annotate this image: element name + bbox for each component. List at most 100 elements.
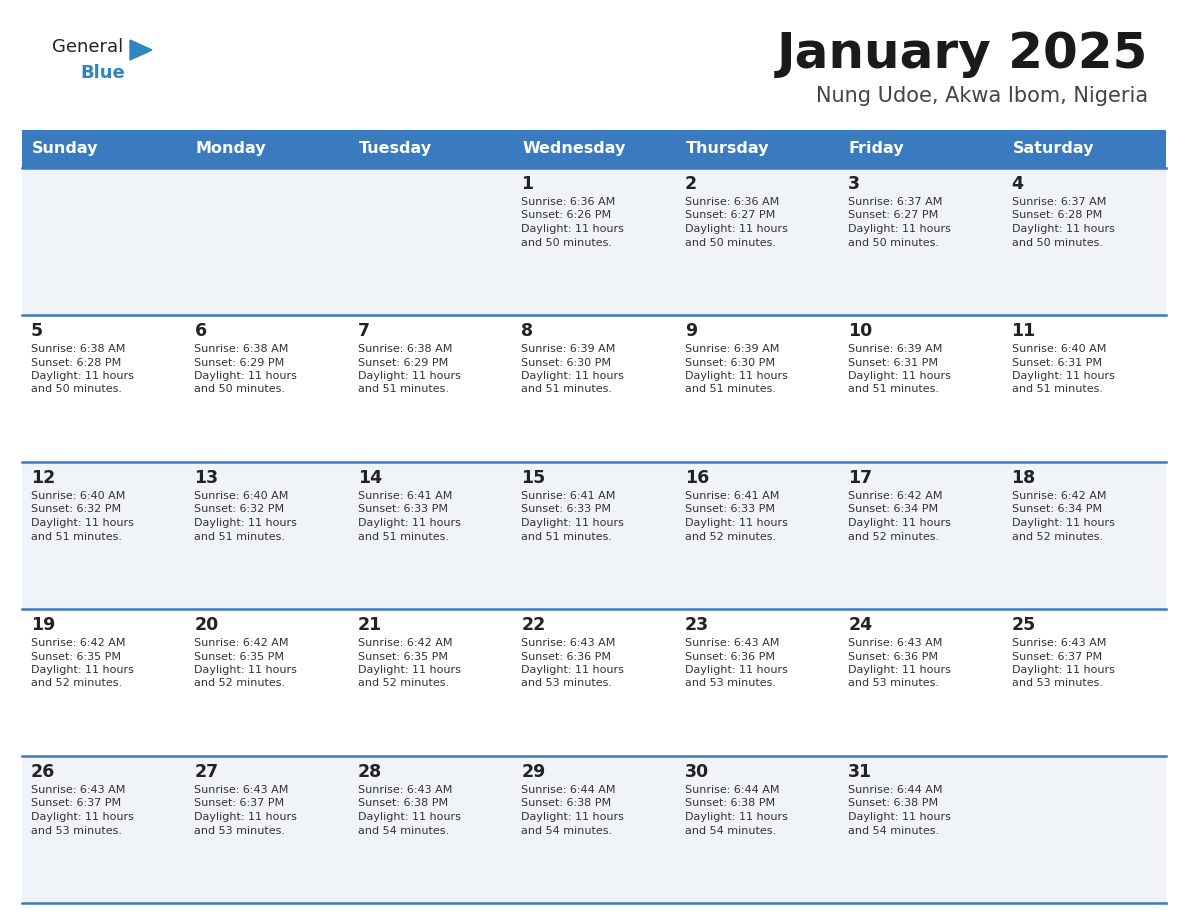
Text: 9: 9	[684, 322, 697, 340]
Text: Daylight: 11 hours: Daylight: 11 hours	[358, 518, 461, 528]
Text: Sunset: 6:36 PM: Sunset: 6:36 PM	[522, 652, 612, 662]
Bar	[512, 130, 676, 168]
Text: Sunrise: 6:38 AM: Sunrise: 6:38 AM	[195, 344, 289, 354]
Text: Sunrise: 6:43 AM: Sunrise: 6:43 AM	[31, 785, 126, 795]
Text: Sunrise: 6:43 AM: Sunrise: 6:43 AM	[522, 638, 615, 648]
Text: and 51 minutes.: and 51 minutes.	[358, 532, 449, 542]
Text: Sunset: 6:28 PM: Sunset: 6:28 PM	[1011, 210, 1101, 220]
Text: and 54 minutes.: and 54 minutes.	[848, 825, 940, 835]
Text: Sunrise: 6:42 AM: Sunrise: 6:42 AM	[358, 638, 453, 648]
Text: Daylight: 11 hours: Daylight: 11 hours	[848, 518, 952, 528]
Text: Sunset: 6:32 PM: Sunset: 6:32 PM	[31, 505, 121, 514]
Text: Daylight: 11 hours: Daylight: 11 hours	[358, 665, 461, 675]
Text: Sunset: 6:35 PM: Sunset: 6:35 PM	[358, 652, 448, 662]
Text: Daylight: 11 hours: Daylight: 11 hours	[195, 518, 297, 528]
Text: and 53 minutes.: and 53 minutes.	[195, 825, 285, 835]
Text: Daylight: 11 hours: Daylight: 11 hours	[684, 665, 788, 675]
Bar	[23, 609, 1165, 756]
Text: Sunset: 6:33 PM: Sunset: 6:33 PM	[358, 505, 448, 514]
Text: 5: 5	[31, 322, 43, 340]
Text: Daylight: 11 hours: Daylight: 11 hours	[1011, 518, 1114, 528]
Text: and 50 minutes.: and 50 minutes.	[522, 238, 612, 248]
Bar	[185, 130, 349, 168]
Text: 16: 16	[684, 469, 709, 487]
Text: Daylight: 11 hours: Daylight: 11 hours	[195, 812, 297, 822]
Text: Sunset: 6:27 PM: Sunset: 6:27 PM	[848, 210, 939, 220]
Text: 11: 11	[1011, 322, 1036, 340]
Text: Sunset: 6:30 PM: Sunset: 6:30 PM	[522, 357, 612, 367]
Text: Sunset: 6:28 PM: Sunset: 6:28 PM	[31, 357, 121, 367]
Bar	[23, 168, 1165, 315]
Text: Sunset: 6:30 PM: Sunset: 6:30 PM	[684, 357, 775, 367]
Text: Daylight: 11 hours: Daylight: 11 hours	[684, 518, 788, 528]
Text: 1: 1	[522, 175, 533, 193]
Bar	[676, 130, 839, 168]
Text: 17: 17	[848, 469, 872, 487]
Text: Friday: Friday	[849, 141, 904, 156]
Text: and 54 minutes.: and 54 minutes.	[522, 825, 612, 835]
Text: and 52 minutes.: and 52 minutes.	[31, 678, 122, 688]
Text: 21: 21	[358, 616, 383, 634]
Text: January 2025: January 2025	[777, 30, 1148, 78]
Text: and 54 minutes.: and 54 minutes.	[684, 825, 776, 835]
Text: 31: 31	[848, 763, 872, 781]
Text: Sunrise: 6:37 AM: Sunrise: 6:37 AM	[848, 197, 942, 207]
Text: Wednesday: Wednesday	[522, 141, 625, 156]
Text: Daylight: 11 hours: Daylight: 11 hours	[358, 371, 461, 381]
Text: General: General	[52, 38, 124, 56]
Text: 27: 27	[195, 763, 219, 781]
Text: Daylight: 11 hours: Daylight: 11 hours	[684, 371, 788, 381]
Text: Sunset: 6:38 PM: Sunset: 6:38 PM	[522, 799, 612, 809]
Text: Thursday: Thursday	[685, 141, 769, 156]
Text: and 51 minutes.: and 51 minutes.	[684, 385, 776, 395]
Text: Daylight: 11 hours: Daylight: 11 hours	[848, 371, 952, 381]
Text: Sunset: 6:37 PM: Sunset: 6:37 PM	[195, 799, 285, 809]
Text: 25: 25	[1011, 616, 1036, 634]
Text: Daylight: 11 hours: Daylight: 11 hours	[1011, 665, 1114, 675]
Text: 26: 26	[31, 763, 55, 781]
Text: Sunset: 6:35 PM: Sunset: 6:35 PM	[195, 652, 284, 662]
Text: Daylight: 11 hours: Daylight: 11 hours	[195, 371, 297, 381]
Text: 29: 29	[522, 763, 545, 781]
Text: Sunrise: 6:43 AM: Sunrise: 6:43 AM	[848, 638, 942, 648]
Text: Sunset: 6:38 PM: Sunset: 6:38 PM	[848, 799, 939, 809]
Text: and 54 minutes.: and 54 minutes.	[358, 825, 449, 835]
Text: Daylight: 11 hours: Daylight: 11 hours	[195, 665, 297, 675]
Text: and 52 minutes.: and 52 minutes.	[195, 678, 285, 688]
Text: Sunrise: 6:40 AM: Sunrise: 6:40 AM	[31, 491, 126, 501]
Text: Sunset: 6:31 PM: Sunset: 6:31 PM	[848, 357, 939, 367]
Text: Sunrise: 6:37 AM: Sunrise: 6:37 AM	[1011, 197, 1106, 207]
Text: and 50 minutes.: and 50 minutes.	[195, 385, 285, 395]
Bar	[349, 130, 512, 168]
Text: Sunday: Sunday	[32, 141, 99, 156]
Text: and 50 minutes.: and 50 minutes.	[848, 238, 940, 248]
Text: Daylight: 11 hours: Daylight: 11 hours	[522, 665, 624, 675]
Text: Sunset: 6:37 PM: Sunset: 6:37 PM	[1011, 652, 1101, 662]
Text: and 51 minutes.: and 51 minutes.	[195, 532, 285, 542]
Bar	[23, 756, 1165, 903]
Text: 19: 19	[31, 616, 55, 634]
Text: 10: 10	[848, 322, 872, 340]
Text: Sunrise: 6:39 AM: Sunrise: 6:39 AM	[522, 344, 615, 354]
Text: Sunset: 6:32 PM: Sunset: 6:32 PM	[195, 505, 285, 514]
Text: Sunset: 6:29 PM: Sunset: 6:29 PM	[358, 357, 448, 367]
Text: Sunrise: 6:40 AM: Sunrise: 6:40 AM	[1011, 344, 1106, 354]
Text: 8: 8	[522, 322, 533, 340]
Text: Nung Udoe, Akwa Ibom, Nigeria: Nung Udoe, Akwa Ibom, Nigeria	[816, 86, 1148, 106]
Text: and 51 minutes.: and 51 minutes.	[522, 532, 612, 542]
Text: and 50 minutes.: and 50 minutes.	[1011, 238, 1102, 248]
Text: and 52 minutes.: and 52 minutes.	[358, 678, 449, 688]
Text: Daylight: 11 hours: Daylight: 11 hours	[522, 371, 624, 381]
Text: Sunset: 6:27 PM: Sunset: 6:27 PM	[684, 210, 775, 220]
Text: 24: 24	[848, 616, 872, 634]
Text: Sunrise: 6:44 AM: Sunrise: 6:44 AM	[848, 785, 942, 795]
Text: Daylight: 11 hours: Daylight: 11 hours	[358, 812, 461, 822]
Text: 20: 20	[195, 616, 219, 634]
Text: Sunrise: 6:44 AM: Sunrise: 6:44 AM	[522, 785, 615, 795]
Text: Sunrise: 6:41 AM: Sunrise: 6:41 AM	[522, 491, 615, 501]
Text: Daylight: 11 hours: Daylight: 11 hours	[684, 224, 788, 234]
Text: 4: 4	[1011, 175, 1024, 193]
Text: Sunset: 6:31 PM: Sunset: 6:31 PM	[1011, 357, 1101, 367]
Text: Sunset: 6:38 PM: Sunset: 6:38 PM	[358, 799, 448, 809]
Text: Sunset: 6:37 PM: Sunset: 6:37 PM	[31, 799, 121, 809]
